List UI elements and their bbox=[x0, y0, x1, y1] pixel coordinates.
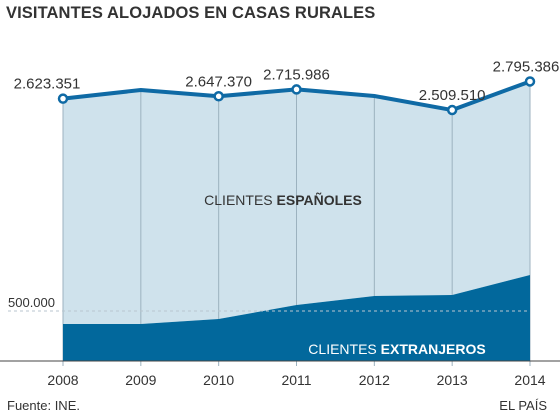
source-note: Fuente: INE. bbox=[7, 398, 80, 413]
data-labels: 2.623.351 2.647.370 2.715.986 2.509.510 2.79… bbox=[14, 58, 560, 104]
x-tick-label-2008: 2008 bbox=[47, 372, 78, 388]
publisher-brand: EL PAÍS bbox=[499, 398, 547, 413]
x-tick-label-2011: 2011 bbox=[281, 372, 311, 388]
data-label-2010: 2.647.370 bbox=[185, 73, 252, 90]
extranjeros-layer bbox=[63, 275, 530, 361]
data-label-2011: 2.715.986 bbox=[263, 66, 330, 83]
x-tick-label-2014: 2014 bbox=[514, 372, 545, 388]
x-axis: 2008 2009 2010 2011 2012 2013 2014 bbox=[0, 360, 560, 388]
x-tick-label-2010: 2010 bbox=[203, 372, 234, 388]
x-tick-label-2009: 2009 bbox=[125, 372, 156, 388]
marker-2010 bbox=[213, 91, 224, 102]
series-label-clientes-espanoles: CLIENTES ESPAÑOLES bbox=[204, 191, 362, 208]
chart-title: VISITANTES ALOJADOS EN CASAS RURALES bbox=[6, 4, 376, 22]
marker-2013 bbox=[446, 104, 458, 116]
chart-area: 500.000 2008 2009 2010 2011 2012 2013 2014 2.6… bbox=[0, 58, 560, 388]
marker-2011 bbox=[291, 84, 302, 95]
x-tick-label-2013: 2013 bbox=[437, 372, 468, 388]
marker-2014 bbox=[524, 76, 536, 87]
x-tick-label-2012: 2012 bbox=[359, 372, 390, 388]
reference-line-group: 500.000 bbox=[8, 295, 530, 312]
data-label-2008: 2.623.351 bbox=[14, 76, 81, 93]
area-clientes-extranjeros bbox=[63, 275, 530, 361]
total-line-group bbox=[57, 76, 536, 116]
series-label-clientes-extranjeros: CLIENTES EXTRANJEROS bbox=[308, 341, 485, 357]
data-label-2014: 2.795.386 bbox=[493, 58, 560, 75]
series-labels: CLIENTES ESPAÑOLES CLIENTES EXTRANJEROS bbox=[204, 191, 486, 357]
data-label-2013: 2.509.510 bbox=[419, 87, 486, 104]
reference-line-label: 500.000 bbox=[8, 295, 55, 310]
marker-2008 bbox=[57, 93, 69, 104]
